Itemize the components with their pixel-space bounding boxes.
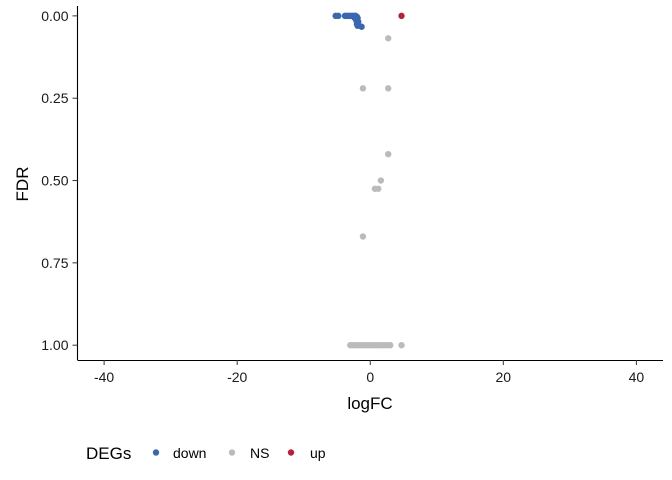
data-point-NS	[375, 185, 382, 192]
data-point-NS	[385, 35, 392, 42]
legend-label-NS: NS	[250, 445, 269, 461]
y-tick-label: 0.50	[41, 173, 68, 189]
data-point-NS	[385, 85, 392, 92]
y-tick-label: 1.00	[41, 337, 68, 353]
x-tick-label: 40	[629, 369, 645, 385]
y-tick-label: 0.00	[41, 8, 68, 24]
y-axis-title: FDR	[13, 167, 32, 202]
x-tick-label: -40	[94, 369, 114, 385]
legend-label-down: down	[173, 445, 206, 461]
legend: DEGs down NS up	[86, 444, 326, 463]
series-NS	[347, 35, 405, 349]
data-point-down	[335, 12, 342, 20]
points-layer	[332, 12, 405, 349]
data-point-down	[351, 14, 358, 21]
legend-key-up	[287, 449, 295, 456]
legend-key-NS	[228, 449, 236, 456]
x-tick-label: 0	[366, 369, 374, 385]
y-tick-label: 0.75	[41, 255, 68, 271]
series-up	[398, 12, 405, 20]
data-point-NS	[377, 177, 385, 184]
x-tick-label: -20	[227, 369, 247, 385]
data-point-down	[358, 23, 365, 30]
x-ticks: -40 -20 0 20 40	[94, 360, 644, 385]
data-point-down	[341, 12, 349, 20]
data-point-NS	[385, 150, 392, 158]
x-axis-title: logFC	[347, 394, 392, 413]
data-point-NS	[398, 341, 405, 349]
series-down	[332, 12, 365, 30]
legend-title: DEGs	[86, 444, 131, 463]
y-ticks: 0.00 0.25 0.50 0.75 1.00	[41, 8, 78, 353]
data-point-NS	[359, 85, 367, 92]
y-tick-label: 0.25	[41, 90, 68, 106]
legend-entries: down NS up	[152, 445, 326, 461]
legend-key-down	[152, 449, 160, 456]
data-point-NS	[359, 233, 367, 240]
legend-label-up: up	[310, 445, 326, 461]
data-point-up	[398, 12, 405, 20]
x-tick-label: 20	[496, 369, 512, 385]
axes-layer	[76, 6, 663, 362]
data-point-NS	[387, 341, 394, 349]
